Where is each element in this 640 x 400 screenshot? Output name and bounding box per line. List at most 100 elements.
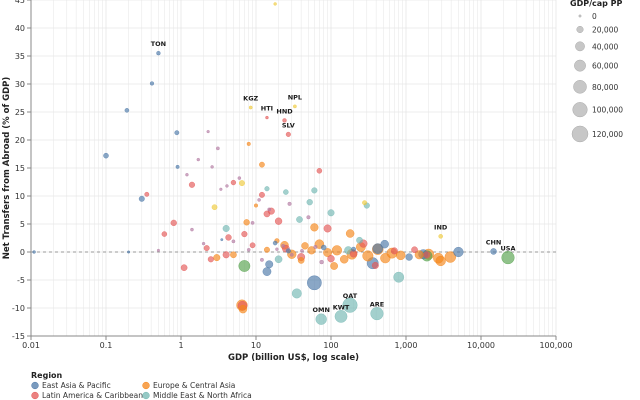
color-legend-symbol (142, 381, 150, 390)
data-point (272, 240, 278, 246)
data-point (243, 219, 250, 226)
data-point (313, 244, 318, 249)
data-point (490, 248, 497, 255)
data-point (210, 165, 214, 169)
data-point (239, 180, 245, 187)
country-label: TON (151, 40, 166, 48)
y-tick-label: 15 (15, 164, 25, 173)
data-point (306, 199, 313, 206)
data-point (380, 253, 391, 264)
data-point (282, 118, 287, 123)
data-point (323, 224, 332, 233)
size-legend: GDP/cap PP 0 20,000 40,000 60,000 80,000 100,0… (570, 0, 623, 143)
data-point (188, 181, 195, 188)
data-point (237, 176, 242, 180)
x-tick-label: 1 (178, 341, 183, 350)
data-point (222, 251, 230, 259)
data-point (262, 267, 272, 276)
data-point (362, 250, 374, 262)
data-point (246, 248, 251, 252)
data-point (438, 234, 443, 239)
data-point (211, 204, 218, 211)
data-point (274, 217, 283, 225)
data-point (327, 255, 335, 263)
size-legend-symbol (578, 14, 582, 18)
grid-layer (30, 0, 557, 337)
data-point (185, 173, 189, 177)
y-tick-label: 0 (20, 248, 25, 257)
data-point (453, 246, 464, 258)
y-tick-label: -5 (17, 276, 25, 285)
data-point (138, 195, 145, 202)
x-tick-label: 10 (251, 341, 261, 350)
data-point (307, 275, 322, 291)
data-point (267, 207, 272, 212)
data-point (283, 189, 289, 195)
country-label: ARE (370, 301, 384, 309)
y-tick-label: 30 (15, 80, 25, 89)
data-point (260, 257, 264, 262)
data-point (180, 264, 188, 271)
data-point (287, 201, 292, 206)
country-label: HTI (261, 105, 273, 113)
country-label: SLV (282, 121, 295, 129)
color-legend-symbol (31, 381, 39, 390)
data-point (265, 115, 269, 120)
data-point (296, 216, 303, 223)
x-axis-title: GDP (billion US$, log scale) (228, 353, 359, 363)
y-tick-label: 20 (15, 136, 25, 145)
x-tick-label: 1,000 (395, 341, 418, 350)
x-tick-label: 100 (323, 341, 338, 350)
country-label: USA (500, 245, 515, 253)
y-tick-label: -10 (12, 304, 25, 313)
color-legend-label: Europe & Central Asia (153, 381, 235, 390)
data-point (331, 245, 342, 256)
size-legend-label: 60,000 (592, 62, 618, 71)
data-point (285, 248, 291, 254)
data-point (297, 257, 305, 264)
data-point (371, 261, 379, 269)
data-point (316, 168, 323, 174)
data-point (273, 2, 277, 6)
data-point (201, 241, 206, 246)
data-point (370, 307, 384, 321)
y-tick-label: -15 (12, 332, 25, 341)
y-tick-label: 5 (20, 220, 25, 229)
size-legend-label: 0 (592, 12, 597, 21)
data-point (423, 251, 431, 259)
country-label: KGZ (243, 95, 258, 103)
y-tick-label: 10 (15, 192, 25, 201)
data-point (241, 231, 248, 238)
data-point (281, 243, 286, 248)
x-tick-label: 0.1 (100, 341, 113, 350)
color-legend-title: Region (31, 371, 63, 380)
data-point (230, 251, 237, 259)
color-legend-label: East Asia & Pacific (42, 381, 111, 390)
data-point (248, 105, 253, 110)
country-label: OMN (312, 306, 329, 314)
size-legend-title: GDP/cap PP (570, 0, 623, 8)
size-legend-label: 40,000 (592, 42, 618, 51)
country-label: NPL (288, 93, 302, 101)
data-point (311, 187, 318, 194)
size-legend-symbol (572, 102, 588, 118)
data-point (203, 245, 210, 252)
data-point (263, 210, 271, 218)
data-point (323, 248, 332, 257)
data-point (372, 243, 384, 254)
data-point (334, 310, 348, 323)
data-point (301, 242, 309, 250)
data-point (32, 250, 36, 254)
data-point (206, 130, 210, 134)
data-point (254, 203, 258, 208)
data-point (144, 191, 150, 197)
data-point (356, 236, 363, 244)
data-point (265, 260, 274, 269)
data-point (174, 130, 180, 136)
x-tick-label: 0.01 (22, 341, 40, 350)
data-point (306, 215, 311, 220)
data-point (220, 238, 224, 242)
data-point (156, 51, 161, 56)
country-label: HND (276, 107, 293, 115)
data-point (274, 255, 283, 264)
